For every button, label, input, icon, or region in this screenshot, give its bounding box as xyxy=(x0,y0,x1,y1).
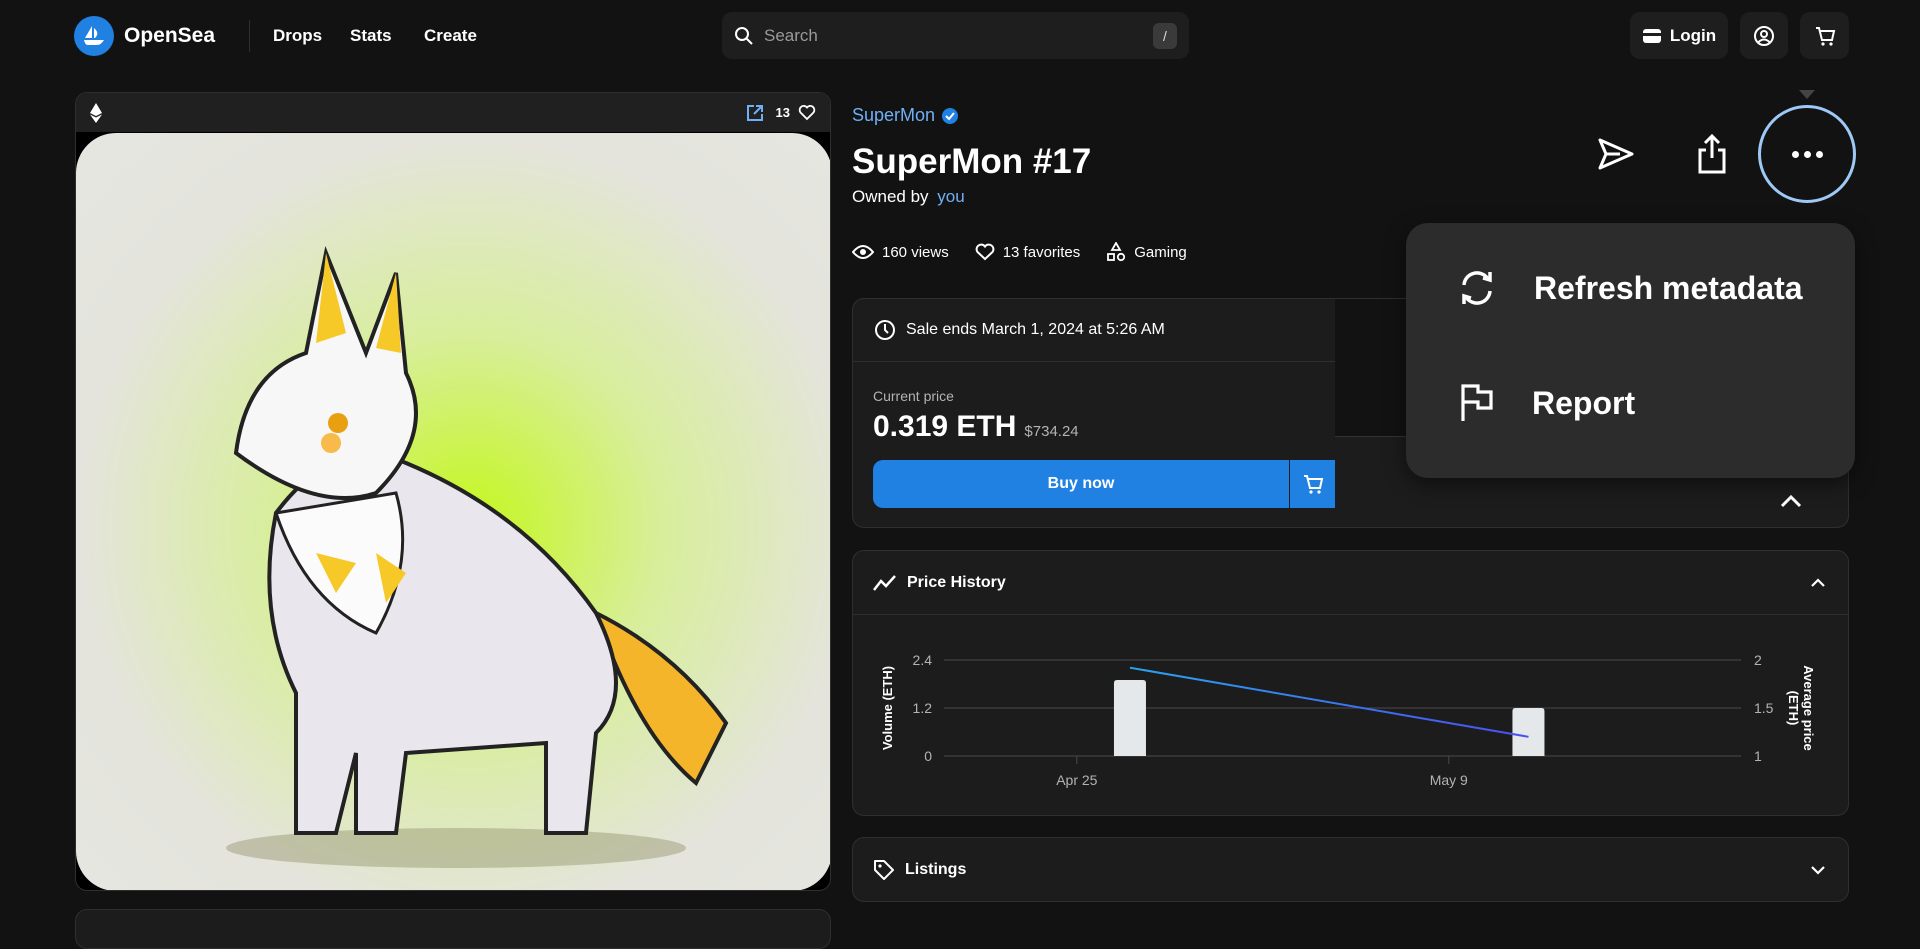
account-icon xyxy=(1753,25,1775,47)
y-tick-label: 1.2 xyxy=(913,700,933,716)
x-tick-label: May 9 xyxy=(1430,772,1468,788)
price-history-header[interactable]: Price History xyxy=(853,551,1848,615)
details-card xyxy=(75,909,831,949)
category-label: Gaming xyxy=(1134,244,1187,261)
opensea-logo-icon xyxy=(74,16,114,56)
favorites-stat: 13 favorites xyxy=(975,242,1081,262)
item-title: SuperMon #17 xyxy=(852,142,1091,182)
collection-link[interactable]: SuperMon xyxy=(852,105,959,126)
account-button[interactable] xyxy=(1740,12,1788,59)
search-icon xyxy=(734,26,754,46)
buy-now-label: Buy now xyxy=(1048,475,1115,493)
open-external-icon[interactable] xyxy=(746,104,764,122)
category-stat[interactable]: Gaming xyxy=(1106,242,1187,262)
add-to-cart-button[interactable] xyxy=(1290,460,1335,508)
cart-plus-icon xyxy=(1302,473,1324,495)
views-stat: 160 views xyxy=(852,242,949,262)
y2-tick-label: 1 xyxy=(1754,748,1762,764)
eye-icon xyxy=(852,244,874,260)
chevron-up-icon[interactable] xyxy=(1810,578,1826,588)
cart-icon xyxy=(1814,25,1836,47)
current-price-label: Current price xyxy=(873,388,954,404)
price-history-title: Price History xyxy=(907,574,1800,592)
sale-end-row: Sale ends March 1, 2024 at 5:26 AM xyxy=(853,299,1335,362)
more-icon xyxy=(1792,151,1823,158)
fox-illustration xyxy=(76,133,831,891)
owned-by-label: Owned by xyxy=(852,187,929,206)
heart-icon xyxy=(975,243,995,261)
volume-bar xyxy=(1114,680,1146,756)
shapes-icon xyxy=(1106,242,1126,262)
y-tick-label: 0 xyxy=(924,748,932,764)
y2-tick-label: 1.5 xyxy=(1754,700,1774,716)
listings-title: Listings xyxy=(905,861,1800,879)
views-count: 160 views xyxy=(882,244,949,261)
price-eth: 0.319 ETH xyxy=(873,410,1016,444)
menu-pointer xyxy=(1799,90,1815,99)
nav-drops[interactable]: Drops xyxy=(273,26,322,46)
login-button[interactable]: Login xyxy=(1630,12,1728,59)
tag-icon xyxy=(873,859,895,881)
more-options-menu: Refresh metadata Report xyxy=(1406,223,1855,478)
average-price-line xyxy=(1130,668,1529,737)
nft-image[interactable] xyxy=(76,133,831,891)
flag-icon xyxy=(1460,383,1494,423)
wallet-icon xyxy=(1642,27,1662,45)
collection-name: SuperMon xyxy=(852,105,935,126)
listings-card[interactable]: Listings xyxy=(852,837,1849,902)
ethereum-icon xyxy=(90,103,102,123)
menu-item-refresh-metadata[interactable]: Refresh metadata xyxy=(1456,269,1803,307)
y-tick-label: 2.4 xyxy=(913,652,933,668)
search-placeholder: Search xyxy=(764,26,1153,46)
volume-bar xyxy=(1512,708,1544,756)
y2-axis-title: Average price(ETH) xyxy=(1786,665,1816,751)
refresh-icon xyxy=(1456,269,1498,307)
price-history-card: Price History 0 1.2 2.4 1 1.5 2 Apr 25 May 9 Vol… xyxy=(852,550,1849,816)
report-label: Report xyxy=(1532,385,1635,422)
more-options-button[interactable] xyxy=(1758,105,1856,203)
x-tick-label: Apr 25 xyxy=(1056,772,1097,788)
price-history-chart: 0 1.2 2.4 1 1.5 2 Apr 25 May 9 Volume (ETH) Avera… xyxy=(853,616,1850,816)
owner-link[interactable]: you xyxy=(937,187,964,206)
transfer-send-icon[interactable] xyxy=(1596,136,1636,172)
cart-button[interactable] xyxy=(1800,12,1849,59)
nav-create[interactable]: Create xyxy=(424,26,477,46)
media-card: 13 xyxy=(75,92,831,891)
trend-icon xyxy=(873,574,897,592)
heart-icon[interactable] xyxy=(798,104,816,121)
nav-stats[interactable]: Stats xyxy=(350,26,392,46)
search-input[interactable]: Search / xyxy=(722,12,1189,59)
y-axis-title: Volume (ETH) xyxy=(880,666,895,750)
buy-now-button[interactable]: Buy now xyxy=(873,460,1289,508)
opensea-logo[interactable]: OpenSea xyxy=(74,16,215,56)
chevron-down-icon xyxy=(1810,865,1826,875)
y2-tick-label: 2 xyxy=(1754,652,1762,668)
item-stats: 160 views 13 favorites Gaming xyxy=(852,242,1187,262)
price-usd: $734.24 xyxy=(1024,423,1078,440)
refresh-metadata-label: Refresh metadata xyxy=(1534,270,1803,307)
clock-icon xyxy=(874,319,896,341)
login-label: Login xyxy=(1670,26,1716,46)
favorite-count: 13 xyxy=(776,105,790,120)
share-icon[interactable] xyxy=(1696,134,1728,174)
owner-line: Owned by you xyxy=(852,187,965,207)
search-shortcut-badge: / xyxy=(1153,23,1177,49)
sale-end-text: Sale ends March 1, 2024 at 5:26 AM xyxy=(906,321,1165,339)
media-toolbar: 13 xyxy=(76,93,830,132)
verified-badge-icon xyxy=(941,107,959,125)
favorites-count: 13 favorites xyxy=(1003,244,1081,261)
brand-name: OpenSea xyxy=(124,24,215,48)
menu-item-report[interactable]: Report xyxy=(1460,383,1635,423)
header-divider xyxy=(249,20,250,52)
collapse-chevron-icon[interactable] xyxy=(1779,493,1803,509)
